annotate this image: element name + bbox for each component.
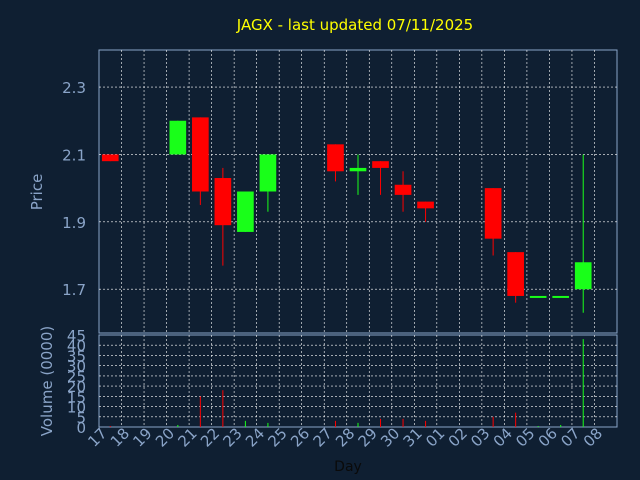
candle-body (259, 154, 277, 192)
candle-body (484, 188, 502, 239)
candle (349, 154, 367, 195)
volume-tick-label: 35 (67, 347, 86, 365)
candle-body (529, 295, 547, 298)
y-axis-label: Price (28, 174, 46, 211)
candles (101, 117, 592, 313)
volume-tick-label: 25 (67, 368, 86, 386)
volume-tick-label: 15 (67, 388, 86, 406)
volume-tick-label: 45 (67, 327, 86, 345)
candle-body (574, 262, 592, 290)
candle-body (214, 178, 232, 226)
volume-tick-label: 30 (67, 358, 86, 376)
candle (394, 171, 412, 212)
candle (574, 154, 592, 313)
price-panel: 1.7 1.9 2.1 2.3 (62, 49, 618, 334)
candle (101, 154, 119, 162)
candle (214, 167, 232, 266)
volume-plot-area (98, 334, 618, 428)
price-tick-label: 2.3 (62, 79, 86, 97)
volume-tick-label: 40 (67, 337, 86, 355)
x-tick-label: 08 (580, 424, 606, 450)
price-tick-labels: 1.7 1.9 2.1 2.3 (62, 79, 86, 299)
price-tick-label: 1.7 (62, 281, 86, 299)
x-tick-labels: 1718192021222324252627282930310102030405… (84, 424, 606, 450)
candle (507, 252, 524, 303)
price-tick-label: 2.1 (62, 146, 86, 164)
volume-tick-label: 5 (76, 409, 86, 427)
candle (192, 117, 209, 205)
candle-body (327, 144, 344, 172)
candle-body (417, 201, 434, 209)
volume-grid (99, 335, 617, 427)
candle-body (349, 167, 367, 172)
volume-tick-label: 0 (76, 419, 86, 437)
candle-body (237, 191, 254, 232)
volume-bars (109, 339, 584, 427)
candle-body (169, 120, 187, 155)
candle-body (101, 154, 119, 162)
price-grid (99, 50, 617, 333)
candle (372, 161, 389, 195)
candle-body (394, 184, 412, 195)
candle (169, 120, 187, 155)
candle (237, 191, 254, 232)
x-axis-label: Day (334, 459, 362, 475)
candle-body (192, 117, 209, 192)
candle (259, 154, 277, 212)
candle-body (372, 161, 389, 168)
candle (484, 188, 502, 256)
volume-axis-label: Volume (0000) (38, 326, 56, 436)
volume-tick-label: 20 (67, 378, 86, 396)
price-tick-label: 1.9 (62, 214, 86, 232)
candle (552, 295, 570, 298)
candle-body (507, 252, 524, 296)
volume-tick-label: 10 (67, 399, 86, 417)
candle-body (552, 295, 570, 298)
chart-title: JAGX - last updated 07/11/2025 (236, 16, 473, 34)
candle (417, 201, 434, 222)
candle (529, 295, 547, 298)
candle (327, 144, 344, 182)
